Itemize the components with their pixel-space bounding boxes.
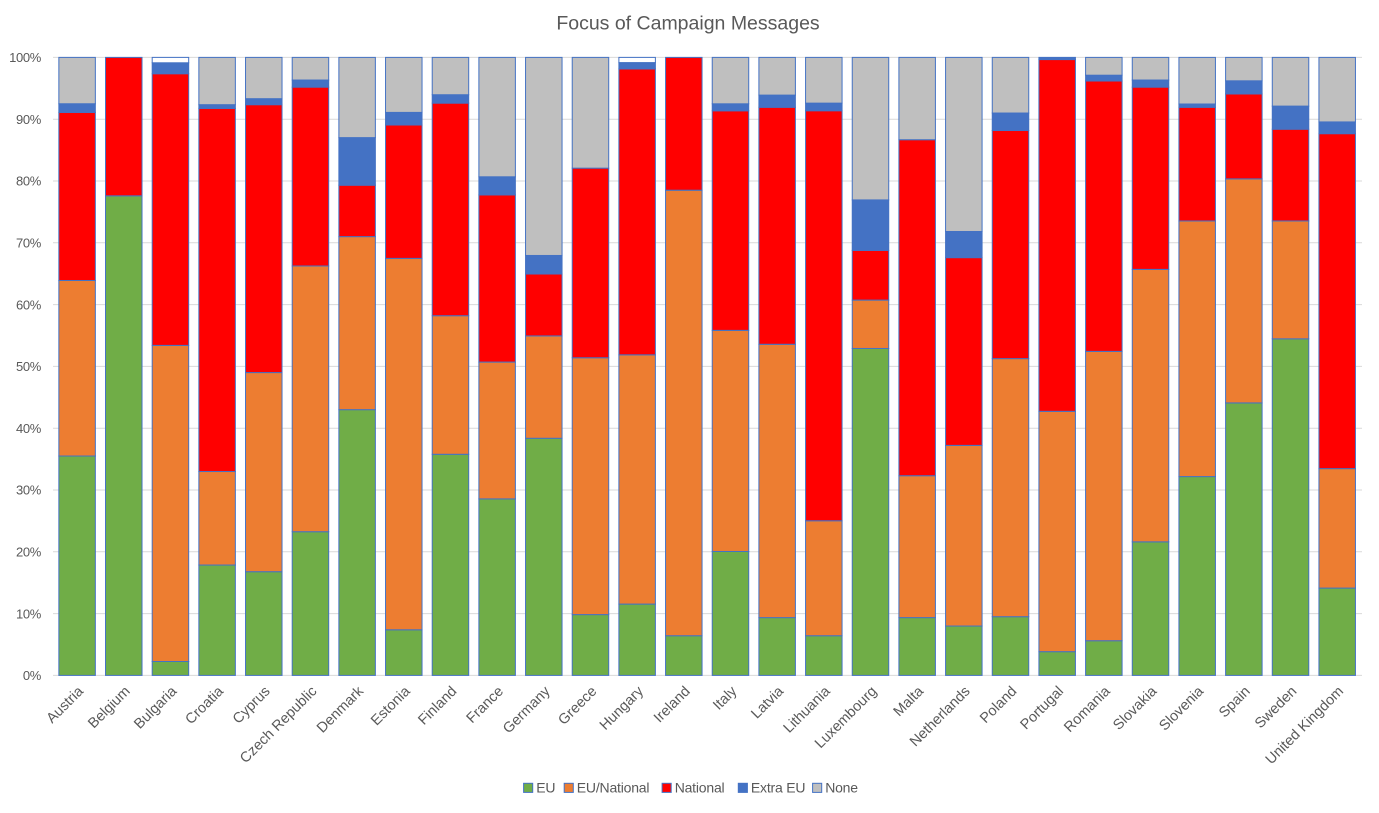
- svg-text:EU/National: EU/National: [577, 779, 650, 795]
- svg-text:0%: 0%: [23, 668, 42, 683]
- svg-text:Focus of Campaign Messages: Focus of Campaign Messages: [556, 13, 820, 35]
- svg-text:80%: 80%: [16, 174, 42, 189]
- svg-text:Extra EU: Extra EU: [751, 779, 806, 795]
- svg-text:National: National: [675, 779, 725, 795]
- svg-text:70%: 70%: [16, 236, 42, 251]
- svg-text:100%: 100%: [9, 50, 42, 65]
- svg-text:90%: 90%: [16, 112, 42, 127]
- svg-text:None: None: [825, 779, 858, 795]
- svg-text:10%: 10%: [16, 606, 42, 621]
- svg-text:EU: EU: [536, 779, 555, 795]
- svg-text:50%: 50%: [16, 359, 42, 374]
- svg-text:60%: 60%: [16, 297, 42, 312]
- svg-text:20%: 20%: [16, 545, 42, 560]
- svg-text:40%: 40%: [16, 421, 42, 436]
- svg-text:30%: 30%: [16, 483, 42, 498]
